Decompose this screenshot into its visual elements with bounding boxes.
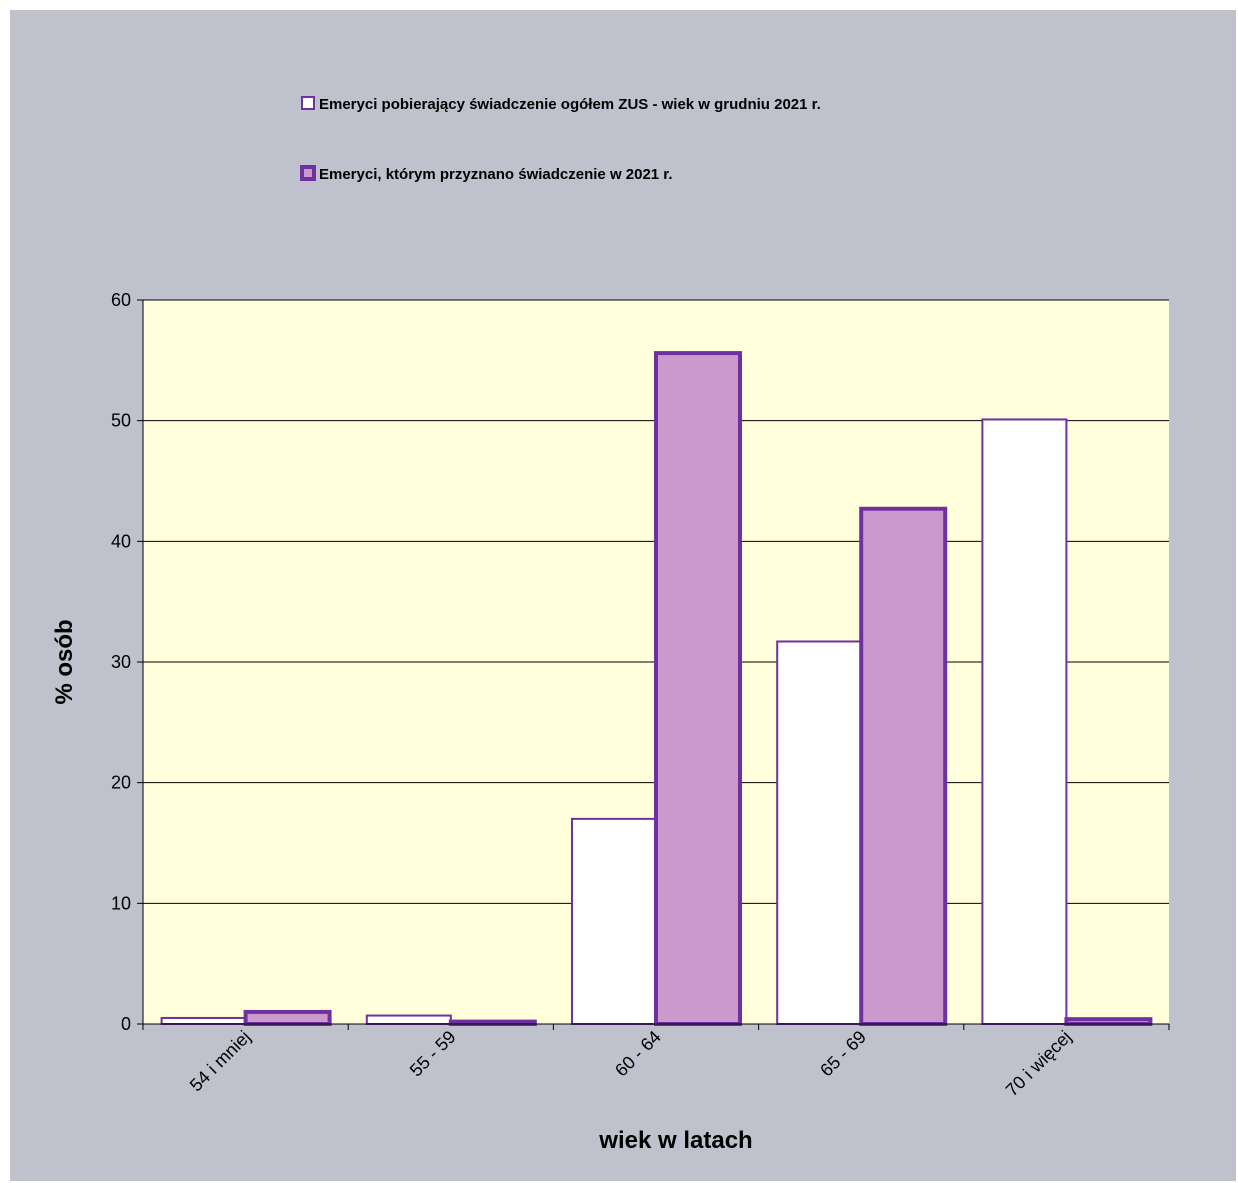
y-tick-label: 50 xyxy=(111,411,131,431)
bar-series-1-0 xyxy=(160,1016,247,1026)
chart-frame: Emeryci pobierający świadczenie ogółem Z… xyxy=(10,10,1236,1181)
y-tick-label: 30 xyxy=(111,652,131,672)
bar-series-1-3 xyxy=(776,640,863,1026)
bar-series-1-1 xyxy=(365,1014,452,1026)
y-tick-label: 40 xyxy=(111,531,131,551)
bar-series-2-2 xyxy=(654,351,742,1026)
legend-label-series-1: Emeryci pobierający świadczenie ogółem Z… xyxy=(319,96,821,113)
x-tick-label: 54 i mniej xyxy=(186,1027,255,1096)
x-axis-title: wiek w latach xyxy=(598,1127,752,1154)
y-tick-label: 10 xyxy=(111,893,131,913)
legend-swatch-series-1 xyxy=(301,96,315,110)
y-tick-label: 20 xyxy=(111,773,131,793)
bar-series-2-3 xyxy=(859,506,948,1026)
bar-series-1-4 xyxy=(981,418,1068,1025)
legend-label-series-2: Emeryci, którym przyznano świadczenie w … xyxy=(319,166,673,183)
x-tick-label: 70 i więcej xyxy=(1002,1027,1076,1101)
y-axis-ticks: 0 10 20 30 40 50 60 xyxy=(111,290,143,1034)
y-axis-title: % osób xyxy=(51,619,78,704)
y-tick-label: 60 xyxy=(111,290,131,310)
bar-series-2-0 xyxy=(243,1009,332,1027)
bars xyxy=(160,351,1153,1027)
x-tick-label: 65 - 69 xyxy=(816,1027,870,1081)
bar-series-1-2 xyxy=(571,817,657,1025)
x-tick-label: 60 - 64 xyxy=(611,1027,665,1081)
legend: Emeryci pobierający świadczenie ogółem Z… xyxy=(300,96,821,183)
legend-swatch-series-2 xyxy=(300,165,316,181)
x-tick-label: 55 - 59 xyxy=(406,1027,460,1081)
bar-series-2-4 xyxy=(1064,1017,1153,1027)
x-axis-ticks: 54 i mniej 55 - 59 60 - 64 65 - 69 70 i więc… xyxy=(142,1024,1170,1101)
chart-svg: Emeryci pobierający świadczenie ogółem Z… xyxy=(51,96,1170,1154)
y-tick-label: 0 xyxy=(121,1014,131,1034)
